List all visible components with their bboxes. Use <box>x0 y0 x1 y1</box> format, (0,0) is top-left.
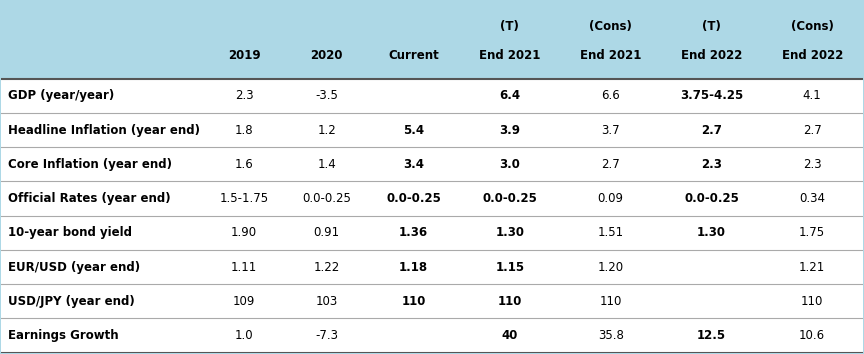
Text: 3.0: 3.0 <box>499 158 520 171</box>
Text: 0.34: 0.34 <box>799 192 825 205</box>
Text: 110: 110 <box>402 295 426 308</box>
Text: (T): (T) <box>500 19 519 33</box>
Text: Official Rates (year end): Official Rates (year end) <box>9 192 171 205</box>
Text: 5.4: 5.4 <box>403 124 424 137</box>
Text: 1.90: 1.90 <box>231 226 257 239</box>
Text: 1.51: 1.51 <box>598 226 624 239</box>
Text: 103: 103 <box>315 295 338 308</box>
Text: 1.75: 1.75 <box>799 226 825 239</box>
Text: 3.75-4.25: 3.75-4.25 <box>680 89 743 102</box>
Text: 10.6: 10.6 <box>799 329 825 342</box>
Text: (Cons): (Cons) <box>589 19 632 33</box>
Text: 2.7: 2.7 <box>601 158 620 171</box>
Text: USD/JPY (year end): USD/JPY (year end) <box>9 295 135 308</box>
Text: 0.0-0.25: 0.0-0.25 <box>386 192 442 205</box>
Text: 1.0: 1.0 <box>235 329 253 342</box>
Text: 2020: 2020 <box>310 49 343 62</box>
Text: -3.5: -3.5 <box>315 89 338 102</box>
Text: 0.0-0.25: 0.0-0.25 <box>302 192 351 205</box>
Text: 110: 110 <box>801 295 823 308</box>
Text: End 2021: End 2021 <box>580 49 641 62</box>
Text: -7.3: -7.3 <box>315 329 338 342</box>
Text: 6.4: 6.4 <box>499 89 520 102</box>
Text: 2.3: 2.3 <box>701 158 722 171</box>
Text: (Cons): (Cons) <box>791 19 834 33</box>
Text: 2.3: 2.3 <box>235 89 253 102</box>
Text: 12.5: 12.5 <box>697 329 726 342</box>
Bar <box>2 79 862 353</box>
Text: 1.30: 1.30 <box>495 226 524 239</box>
Text: Current: Current <box>388 49 439 62</box>
Text: 1.8: 1.8 <box>235 124 253 137</box>
Text: 2019: 2019 <box>228 49 260 62</box>
Text: 6.6: 6.6 <box>601 89 620 102</box>
Text: 2.7: 2.7 <box>803 124 822 137</box>
Text: 110: 110 <box>498 295 522 308</box>
Text: Core Inflation (year end): Core Inflation (year end) <box>9 158 172 171</box>
Text: End 2021: End 2021 <box>480 49 541 62</box>
Text: (T): (T) <box>702 19 721 33</box>
Text: 2.7: 2.7 <box>701 124 722 137</box>
Text: 0.0-0.25: 0.0-0.25 <box>482 192 537 205</box>
Text: 1.15: 1.15 <box>495 261 524 274</box>
Text: 1.18: 1.18 <box>399 261 429 274</box>
Text: Earnings Growth: Earnings Growth <box>9 329 119 342</box>
Text: 4.1: 4.1 <box>803 89 822 102</box>
Text: 35.8: 35.8 <box>598 329 624 342</box>
Text: 1.6: 1.6 <box>235 158 253 171</box>
Text: 0.09: 0.09 <box>598 192 624 205</box>
Text: GDP (year/year): GDP (year/year) <box>9 89 115 102</box>
Text: 1.4: 1.4 <box>317 158 336 171</box>
Text: 1.36: 1.36 <box>399 226 429 239</box>
Text: 1.30: 1.30 <box>697 226 726 239</box>
Text: 1.2: 1.2 <box>317 124 336 137</box>
Text: EUR/USD (year end): EUR/USD (year end) <box>9 261 141 274</box>
Text: 10-year bond yield: 10-year bond yield <box>9 226 132 239</box>
Text: 40: 40 <box>502 329 518 342</box>
Text: 0.0-0.25: 0.0-0.25 <box>684 192 739 205</box>
Text: 3.7: 3.7 <box>601 124 620 137</box>
Text: 1.11: 1.11 <box>231 261 257 274</box>
Text: Headline Inflation (year end): Headline Inflation (year end) <box>9 124 200 137</box>
Text: 1.21: 1.21 <box>799 261 825 274</box>
Text: 1.22: 1.22 <box>314 261 340 274</box>
Text: 110: 110 <box>600 295 622 308</box>
Text: 1.5-1.75: 1.5-1.75 <box>219 192 269 205</box>
Text: End 2022: End 2022 <box>782 49 843 62</box>
Text: 3.4: 3.4 <box>403 158 424 171</box>
Text: 2.3: 2.3 <box>803 158 822 171</box>
Text: End 2022: End 2022 <box>681 49 742 62</box>
Text: 109: 109 <box>233 295 256 308</box>
Text: 0.91: 0.91 <box>314 226 340 239</box>
Text: 1.20: 1.20 <box>598 261 624 274</box>
Text: 3.9: 3.9 <box>499 124 520 137</box>
Bar <box>2 1 862 79</box>
